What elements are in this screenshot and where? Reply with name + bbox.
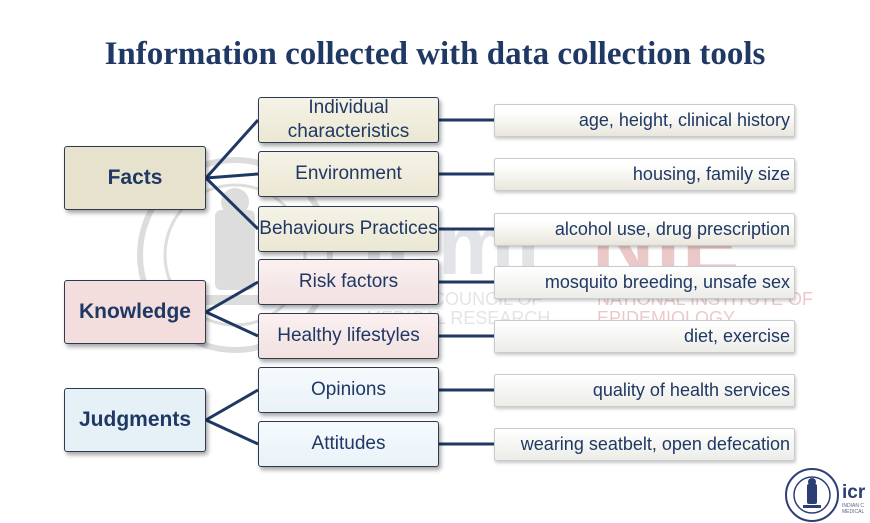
category-knowledge: Knowledge — [64, 280, 206, 344]
slide-title: Information collected with data collecti… — [104, 36, 766, 72]
connector-knowledge-1 — [205, 280, 259, 314]
category-judgments: Judgments — [64, 388, 206, 452]
item-healthy-lifestyles: Healthy lifestyles — [258, 313, 439, 359]
footer-logo-caption-2: MEDICAL — [842, 509, 865, 515]
example-environment: housing, family size — [494, 158, 795, 191]
example-individual-characteristics: age, height, clinical history — [494, 104, 795, 137]
connector-knowledge-2 — [205, 310, 259, 338]
item-behaviours-practices: Behaviours Practices — [258, 206, 439, 252]
item-risk-factors: Risk factors — [258, 259, 439, 305]
icmr-seal-logo — [785, 468, 839, 522]
item-individual-characteristics: Individual characteristics — [258, 97, 439, 143]
example-attitudes: wearing seatbelt, open defecation — [494, 428, 795, 461]
connector-judgments-2 — [205, 418, 259, 446]
footer-logo-word: icr — [842, 482, 866, 503]
example-risk-factors: mosquito breeding, unsafe sex — [494, 266, 795, 299]
category-facts: Facts — [64, 146, 206, 210]
connector-facts-2 — [205, 172, 259, 180]
connector-judgments-1 — [205, 388, 259, 422]
item-environment: Environment — [258, 151, 439, 197]
item-opinions: Opinions — [258, 367, 439, 413]
example-opinions: quality of health services — [494, 374, 795, 407]
footer-logo-caption-1: INDIAN C — [842, 503, 864, 509]
example-behaviours-practices: alcohol use, drug prescription — [494, 213, 795, 246]
connector-facts-3 — [204, 176, 260, 231]
example-healthy-lifestyles: diet, exercise — [494, 320, 795, 353]
connector-facts-1 — [204, 118, 260, 180]
footer-logo-caption: INDIAN C MEDICAL — [842, 503, 864, 515]
item-attitudes: Attitudes — [258, 421, 439, 467]
